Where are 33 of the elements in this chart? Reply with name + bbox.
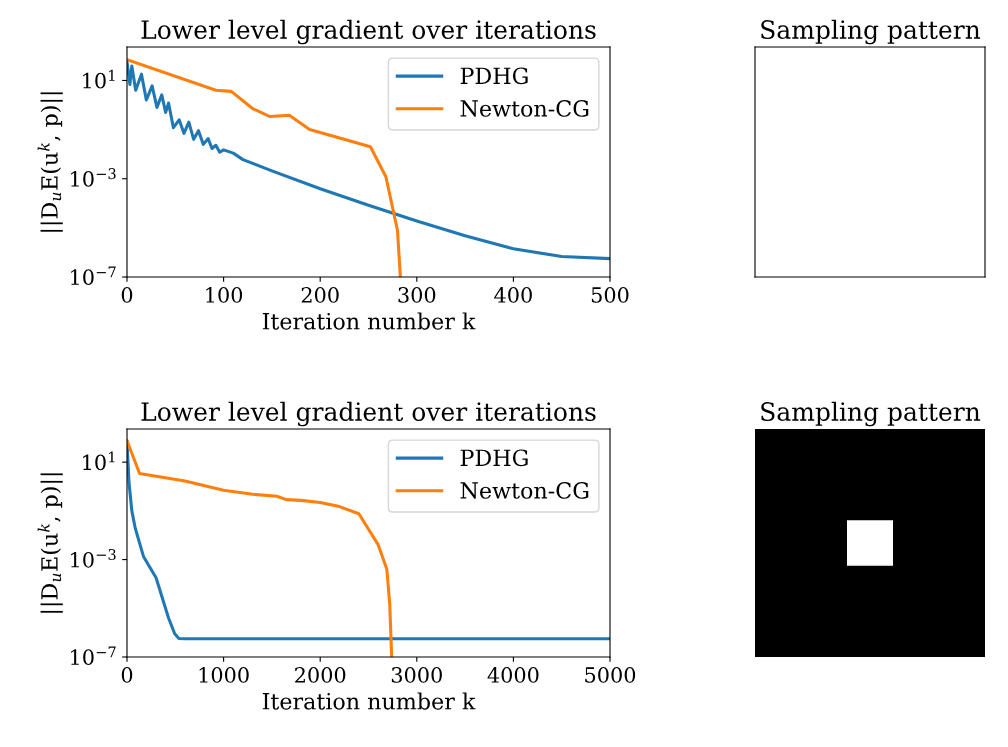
legend-label: PDHG xyxy=(460,67,528,85)
x-tick-label: 100 xyxy=(206,287,243,303)
line-series xyxy=(127,60,610,261)
x-tick-label: 0 xyxy=(121,667,133,683)
x-tick-label: 0 xyxy=(121,287,133,303)
x-tick-label: 200 xyxy=(301,287,339,303)
x-tick-label: 3000 xyxy=(391,667,442,683)
legend-label: PDHG xyxy=(460,449,528,467)
y-axis-title: ||D$_{u}$E(u$^{k}$, p)|| xyxy=(37,473,63,613)
x-tick-label: 4000 xyxy=(487,667,539,683)
x-tick-label: 500 xyxy=(591,287,629,303)
x-tick-label: 5000 xyxy=(585,667,636,683)
legend-label: Newton-CG xyxy=(460,482,589,499)
text: Sampling pattern xyxy=(761,19,981,45)
legend-label: Newton-CG xyxy=(460,100,589,117)
line-series xyxy=(127,439,394,657)
x-tick-label: 400 xyxy=(494,287,532,303)
line-series xyxy=(127,58,402,277)
chart-title: Lower level gradient over iterations xyxy=(141,19,596,45)
y-tick-label: 10$^{−7}$ xyxy=(71,646,116,666)
y-tick-label: 10$^{1}$ xyxy=(83,451,115,471)
y-tick-label: 10$^{−3}$ xyxy=(71,548,116,568)
y-tick-label: 10$^{−7}$ xyxy=(71,266,116,286)
x-tick-label: 1000 xyxy=(199,667,249,683)
x-axis-title: Iteration number k xyxy=(262,692,476,710)
x-tick-label: 300 xyxy=(398,287,436,303)
y-tick-label: 10$^{1}$ xyxy=(83,69,115,89)
chart-title: Lower level gradient over iterations xyxy=(141,401,596,427)
x-tick-label: 2000 xyxy=(295,667,346,683)
x-axis-title: Iteration number k xyxy=(262,312,476,330)
y-axis-title: ||D$_{u}$E(u$^{k}$, p)|| xyxy=(37,92,63,232)
y-tick-label: 10$^{−3}$ xyxy=(71,168,116,187)
text: Sampling pattern xyxy=(761,401,981,427)
